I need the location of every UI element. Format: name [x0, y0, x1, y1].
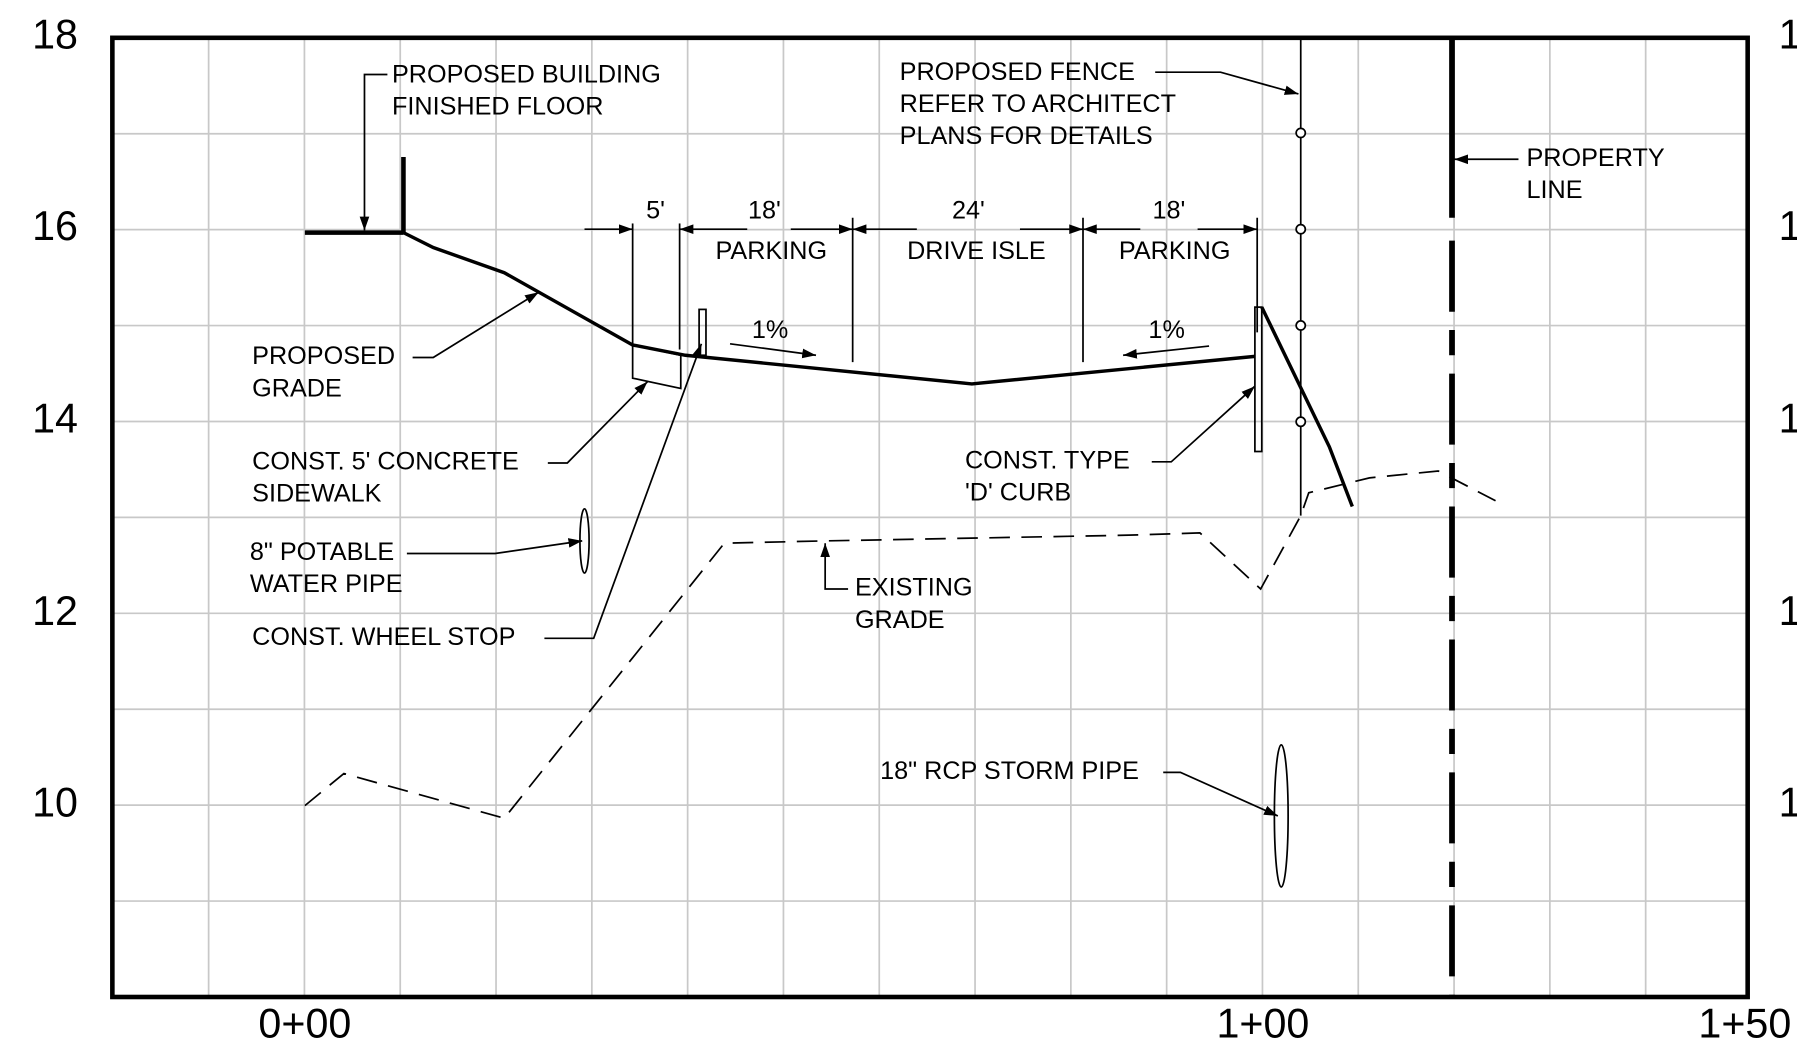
slope: 1%	[1148, 316, 1184, 344]
annotation-line: PROPOSED FENCE	[900, 58, 1135, 86]
zone: DRIVE ISLE	[907, 237, 1046, 265]
leaders	[359, 71, 1519, 817]
frame	[110, 35, 1750, 1000]
y-label: 12	[32, 588, 78, 634]
annotation-line: CONST. TYPE	[965, 446, 1130, 474]
y-label: 10	[32, 780, 78, 826]
dimension: 5'	[646, 197, 665, 225]
annotation-line: CONST. 5' CONCRETE	[252, 448, 519, 476]
annotation-line: 'D' CURB	[965, 479, 1071, 507]
right-label: 1	[1779, 588, 1797, 634]
annotation-line: GRADE	[252, 374, 342, 402]
curb	[1254, 306, 1263, 453]
annotation-line: WATER PIPE	[250, 570, 403, 598]
right-label: 1	[1779, 780, 1797, 826]
annotation-line: PROPERTY	[1526, 144, 1664, 172]
dimension-lines	[584, 217, 1259, 363]
zone: PARKING	[716, 237, 828, 265]
annotation-line: PROPOSED BUILDING	[392, 60, 661, 88]
y-label: 16	[32, 203, 78, 249]
annotation-line: GRADE	[855, 606, 945, 634]
y-label: 14	[32, 396, 78, 442]
dimension: 18'	[1153, 197, 1186, 225]
notes: 5' 18' 24' 18' PARKING DRIVE ISLE PARKIN…	[646, 197, 1230, 344]
dimension: 18'	[748, 197, 781, 225]
annotation-line: PLANS FOR DETAILS	[900, 122, 1153, 150]
annotation-line: SIDEWALK	[252, 480, 382, 508]
x-label: 0+00	[258, 1001, 351, 1047]
annotation-line: 8" POTABLE	[250, 538, 394, 566]
annotation-line: REFER TO ARCHITECT	[900, 90, 1176, 118]
annotation-line: PROPOSED	[252, 342, 395, 370]
fence-posts	[1295, 127, 1307, 428]
right-label: 1	[1779, 12, 1797, 58]
annotation-line: FINISHED FLOOR	[392, 92, 603, 120]
sidewalk	[631, 343, 682, 390]
wheel-stop	[698, 308, 707, 357]
x-label: 1+50	[1698, 1001, 1791, 1047]
annotation-line: CONST. WHEEL STOP	[252, 623, 515, 651]
x-label: 1+00	[1216, 1001, 1309, 1047]
right-label: 1	[1779, 203, 1797, 249]
existing-grade	[304, 470, 1496, 820]
storm-pipe	[1273, 744, 1289, 888]
proposed-slope	[1260, 306, 1354, 508]
grid	[112, 37, 1748, 997]
slope: 1%	[752, 316, 788, 344]
axis-labels: 18 16 14 12 10 1 1 1 1 1 0+00 1+00 1+50	[32, 12, 1797, 1047]
dimension: 24'	[952, 197, 985, 225]
zone: PARKING	[1119, 237, 1231, 265]
annotation-line: EXISTING	[855, 574, 973, 602]
y-label: 18	[32, 12, 78, 58]
annotation-line: LINE	[1526, 176, 1582, 204]
annotations: PROPOSED BUILDING FINISHED FLOOR PROPOSED …	[250, 58, 1665, 785]
right-label: 1	[1779, 396, 1797, 442]
annotation-line: 18" RCP STORM PIPE	[880, 757, 1139, 785]
